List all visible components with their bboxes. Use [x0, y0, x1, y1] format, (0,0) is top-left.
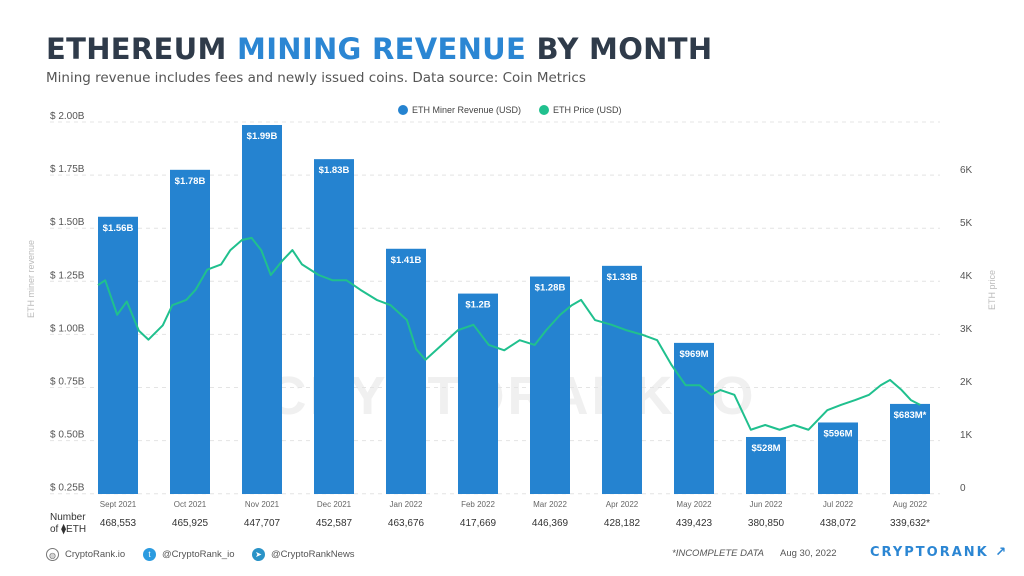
eth-count: 452,587 — [316, 518, 353, 529]
eth-count: 428,182 — [604, 518, 641, 529]
x-tick-label: Mar 2022 — [533, 500, 567, 509]
bar — [242, 125, 282, 494]
telegram-link[interactable]: @CryptoRankNews — [271, 549, 355, 560]
legend-revenue-marker — [398, 105, 408, 115]
x-tick-label: Jan 2022 — [390, 500, 423, 509]
legend-price-marker — [539, 105, 549, 115]
bar-data-label: $1.78B — [175, 176, 206, 187]
footer-website[interactable]: ◍ CryptoRank.io — [46, 548, 125, 561]
eth-count-label-line1: Number — [50, 512, 86, 523]
bar — [458, 293, 498, 494]
bar-data-label: $969M — [679, 349, 708, 360]
subtitle: Mining revenue includes fees and newly i… — [46, 70, 586, 86]
legend-price-label: ETH Price (USD) — [553, 105, 622, 115]
bar-data-label: $528M — [751, 443, 780, 454]
bar — [602, 265, 642, 494]
y-right-tick-label: 2K — [960, 377, 973, 388]
y-left-tick-label: $ 1.50B — [50, 217, 85, 228]
report-date: Aug 30, 2022 — [780, 548, 837, 559]
eth-count: 463,676 — [388, 518, 425, 529]
legend-revenue-label: ETH Miner Revenue (USD) — [412, 105, 521, 115]
eth-count: 417,669 — [460, 518, 497, 529]
bar — [746, 436, 786, 494]
bar-data-label: $1.99B — [247, 131, 278, 142]
eth-count: 468,553 — [100, 518, 137, 529]
y-right-tick-label: 3K — [960, 324, 973, 335]
bar-data-label: $1.56B — [103, 223, 134, 234]
y-left-tick-label: $ 1.25B — [50, 270, 85, 281]
incomplete-note: *INCOMPLETE DATA — [672, 548, 765, 559]
eth-count: 447,707 — [244, 518, 281, 529]
bar — [674, 342, 714, 494]
bar-data-label: $1.83B — [319, 165, 350, 176]
y-right-tick-label: 4K — [960, 271, 973, 282]
footer-telegram[interactable]: ➤ @CryptoRankNews — [252, 548, 355, 561]
bar — [818, 422, 858, 494]
x-tick-label: Jun 2022 — [750, 500, 783, 509]
y-right-tick-label: 5K — [960, 218, 973, 229]
eth-count: 438,072 — [820, 518, 857, 529]
x-tick-label: Apr 2022 — [606, 500, 639, 509]
globe-icon: ◍ — [46, 548, 59, 561]
x-tick-label: Jul 2022 — [823, 500, 854, 509]
bar — [314, 159, 354, 495]
title-part: ETHEREUM — [46, 32, 238, 66]
x-tick-label: Aug 2022 — [893, 500, 928, 509]
bar — [890, 403, 930, 494]
eth-count: 339,632* — [890, 518, 930, 529]
twitter-link[interactable]: @CryptoRank_io — [162, 549, 235, 560]
x-tick-label: Sept 2021 — [100, 500, 137, 509]
bar-data-label: $596M — [823, 428, 852, 439]
y-left-axis-label: ETH miner revenue — [26, 240, 36, 318]
y-left-tick-label: $ 2.00B — [50, 111, 85, 122]
y-left-tick-label: $ 1.75B — [50, 164, 85, 175]
y-left-tick-label: $ 0.50B — [50, 430, 85, 441]
x-tick-label: Oct 2021 — [174, 500, 207, 509]
bar-data-label: $1.28B — [535, 283, 566, 294]
twitter-icon: t — [143, 548, 156, 561]
bar — [98, 216, 138, 494]
eth-count: 380,850 — [748, 518, 785, 529]
telegram-icon: ➤ — [252, 548, 265, 561]
bar-data-label: $1.2B — [465, 300, 490, 311]
x-tick-label: Feb 2022 — [461, 500, 495, 509]
bar — [170, 169, 210, 494]
title-part: BY MONTH — [526, 32, 713, 66]
eth-count: 465,925 — [172, 518, 209, 529]
x-tick-label: Dec 2021 — [317, 500, 352, 509]
bar — [386, 248, 426, 494]
footer-twitter[interactable]: t @CryptoRank_io — [143, 548, 234, 561]
bar-data-label: $683M* — [894, 410, 927, 421]
eth-count: 439,423 — [676, 518, 713, 529]
x-tick-label: Nov 2021 — [245, 500, 280, 509]
y-right-tick-label: 1K — [960, 430, 973, 441]
price-line — [97, 236, 921, 431]
y-left-tick-label: $ 0.75B — [50, 377, 85, 388]
y-left-tick-label: $ 1.00B — [50, 323, 85, 334]
bar-data-label: $1.41B — [391, 255, 422, 266]
y-right-tick-label: 0 — [960, 483, 966, 494]
brand-logo[interactable]: CRYPTORANK ↗ — [870, 545, 1009, 560]
bar-data-label: $1.33B — [607, 272, 638, 283]
eth-count-label-line2: of ⧫ETH — [50, 523, 86, 535]
y-left-tick-label: $ 0.25B — [50, 483, 85, 494]
bar — [530, 276, 570, 494]
page-title: ETHEREUM MINING REVENUE BY MONTH — [46, 32, 712, 66]
x-tick-label: May 2022 — [676, 500, 712, 509]
title-highlight: MINING REVENUE — [237, 32, 527, 66]
eth-count: 446,369 — [532, 518, 569, 529]
y-right-axis-label: ETH price — [987, 270, 997, 310]
website-link[interactable]: CryptoRank.io — [65, 549, 126, 560]
y-right-tick-label: 6K — [960, 165, 973, 176]
